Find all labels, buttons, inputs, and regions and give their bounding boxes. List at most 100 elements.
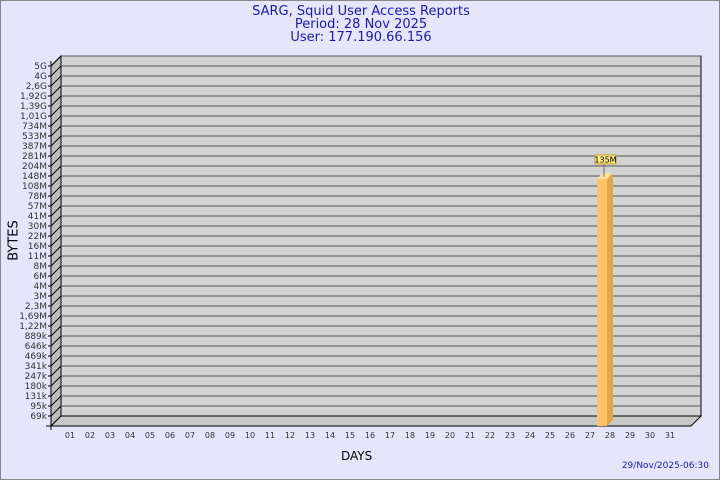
x-tick-label: 21: [465, 431, 475, 440]
y-tick-slant: [50, 145, 62, 157]
y-tick-slant: [50, 165, 62, 177]
y-tick-slant: [50, 365, 62, 377]
y-tick-label: 30M: [28, 222, 47, 232]
y-tick-label: 1,69M: [19, 312, 47, 322]
y-tick-label: 4G: [34, 72, 47, 82]
y-tick-label: 1,22M: [19, 322, 47, 332]
y-tick-label: 533M: [22, 132, 47, 142]
y-tick-label: 131k: [25, 392, 48, 402]
x-tick-label: 03: [105, 431, 115, 440]
bar-side-day-28: [607, 172, 613, 426]
x-tick-label: 15: [345, 431, 355, 440]
x-tick-label: 08: [205, 431, 215, 440]
y-tick-label: 78M: [28, 192, 47, 202]
footer-timestamp: 29/Nov/2025-06:30: [621, 461, 709, 471]
y-tick-label: 5G: [34, 62, 47, 72]
y-tick-slant: [50, 185, 62, 197]
y-tick-slant: [50, 305, 62, 317]
x-tick-label: 04: [125, 431, 135, 440]
y-tick-label: 1,01G: [20, 112, 47, 122]
data-label-box: [594, 154, 617, 165]
x-tick-label: 27: [585, 431, 595, 440]
y-tick-label: 148M: [22, 172, 47, 182]
y-tick-slant: [50, 405, 62, 417]
y-tick-slant: [50, 335, 62, 347]
y-tick-slant: [50, 235, 62, 247]
y-tick-label: 2,6G: [26, 82, 47, 92]
x-tick-label: 25: [545, 431, 555, 440]
x-axis-label: DAYS: [341, 449, 373, 463]
x-tick-label: 16: [365, 431, 375, 440]
y-tick-label: 69k: [30, 412, 47, 422]
y-tick-label: 180k: [25, 382, 48, 392]
y-tick-slant: [50, 355, 62, 367]
y-tick-slant: [50, 315, 62, 327]
y-tick-label: 2,3M: [25, 302, 47, 312]
bar-top-day-28: [597, 172, 613, 179]
y-tick-label: 95k: [30, 402, 47, 412]
y-tick-label: 646k: [25, 342, 48, 352]
y-axis-label: BYTES: [6, 220, 22, 261]
chart-user: User: 177.190.66.156: [290, 30, 432, 45]
y-tick-slant: [50, 55, 62, 67]
y-tick-label: 1,39G: [20, 102, 47, 112]
x-tick-label: 28: [605, 431, 615, 440]
x-tick-label: 20: [445, 431, 455, 440]
y-tick-label: 8M: [34, 262, 48, 272]
chart-period: Period: 28 Nov 2025: [294, 17, 428, 32]
x-tick-label: 30: [645, 431, 655, 440]
y-tick-slant: [50, 105, 62, 117]
chart-title: SARG, Squid User Access Reports: [252, 4, 470, 19]
x-tick-label: 11: [265, 431, 275, 440]
y-tick-slant: [50, 95, 62, 107]
bar-day-28: [597, 178, 607, 426]
y-tick-label: 11M: [28, 252, 47, 262]
x-tick-label: 07: [185, 431, 195, 440]
y-tick-slant: [50, 345, 62, 357]
y-tick-label: 387M: [22, 142, 47, 152]
y-tick-label: 281M: [22, 152, 47, 162]
x-tick-label: 09: [225, 431, 235, 440]
y-tick-label: 108M: [22, 182, 47, 192]
y-tick-slant: [50, 215, 62, 227]
x-tick-label: 31: [665, 431, 675, 440]
y-tick-label: 889k: [25, 332, 48, 342]
y-tick-slant: [50, 75, 62, 87]
x-tick-label: 23: [505, 431, 515, 440]
x-tick-label: 26: [565, 431, 575, 440]
y-tick-label: 22M: [28, 232, 47, 242]
y-tick-label: 4M: [34, 282, 48, 292]
y-tick-label: 16M: [28, 242, 47, 252]
x-tick-label: 10: [245, 431, 255, 440]
y-tick-slant: [50, 175, 62, 187]
data-label: 135M: [594, 155, 616, 164]
y-tick-slant: [50, 135, 62, 147]
y-tick-slant: [50, 385, 62, 397]
x-tick-label: 14: [325, 431, 335, 440]
y-tick-label: 734M: [22, 122, 47, 132]
y-tick-slant: [50, 325, 62, 337]
y-tick-slant: [50, 205, 62, 217]
y-tick-slant: [50, 65, 62, 77]
y-tick-slant: [50, 275, 62, 287]
x-tick-label: 22: [485, 431, 495, 440]
y-tick-slant: [50, 155, 62, 167]
y-tick-slant: [50, 375, 62, 387]
x-tick-label: 06: [165, 431, 175, 440]
y-tick-label: 341k: [25, 362, 48, 372]
y-tick-slant: [50, 255, 62, 267]
y-tick-slant: [50, 395, 62, 407]
y-tick-slant: [50, 295, 62, 307]
x-tick-label: 17: [385, 431, 395, 440]
y-tick-slant: [50, 225, 62, 237]
y-tick-label: 6M: [34, 272, 48, 282]
y-tick-slant: [50, 265, 62, 277]
y-tick-label: 57M: [28, 202, 47, 212]
y-tick-label: 1,92G: [20, 92, 47, 102]
y-tick-slant: [50, 125, 62, 137]
y-tick-slant: [50, 245, 62, 257]
x-tick-label: 01: [65, 431, 75, 440]
x-tick-label: 19: [425, 431, 435, 440]
